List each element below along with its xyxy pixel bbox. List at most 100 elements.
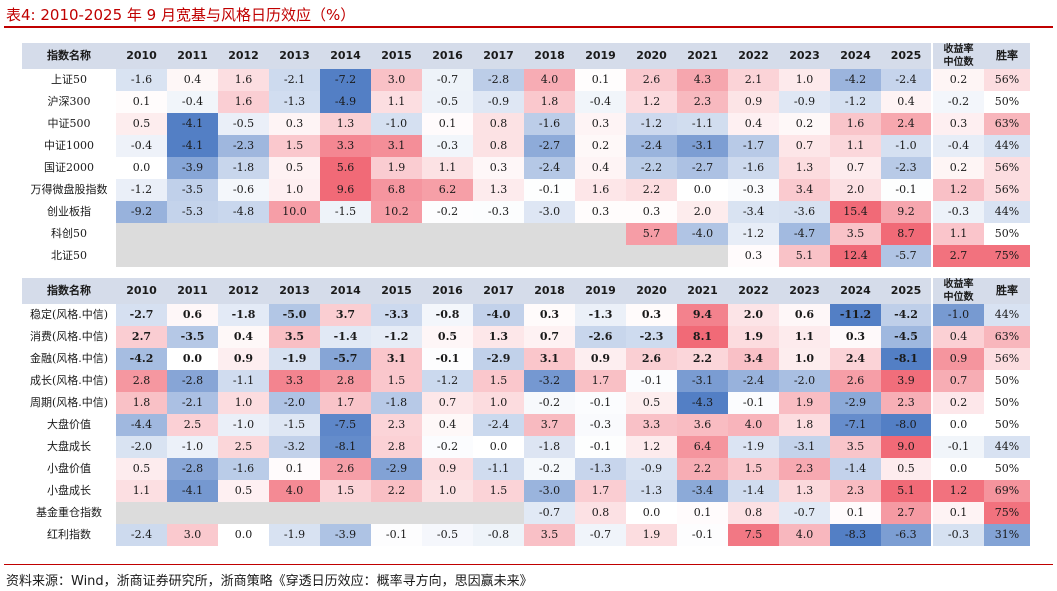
value-cell: -7.2 [320, 69, 371, 91]
value-cell: 1.9 [371, 157, 422, 179]
median-cell: 1.2 [931, 480, 984, 502]
value-cell [218, 245, 269, 267]
value-cell: 0.7 [830, 157, 881, 179]
row-name: 万得微盘股指数 [30, 183, 108, 196]
col-header-year: 2021 [677, 278, 728, 304]
table-row: 大盘价值 -4.4 2.5 -1.0 -1.5 -7.5 2.3 0.4 -2.4 3.7 -0.3… [22, 414, 1030, 436]
col-header-year: 2014 [320, 278, 371, 304]
value-cell: -0.7 [779, 502, 830, 524]
value-cell: 2.7 [116, 326, 167, 348]
value-cell [473, 245, 524, 267]
value-cell: -1.9 [269, 348, 320, 370]
broad-index-table: 指数名称 2010 2011 2012 2013 2014 2015 2016 2017 2018… [22, 43, 1030, 267]
table-row: 成长(风格.中信) 2.8 -2.8 -1.1 3.3 2.8 1.5 -1.2 1.5 -3.2… [22, 370, 1030, 392]
value-cell: 1.3 [779, 157, 830, 179]
value-cell: 2.3 [779, 458, 830, 480]
table-row: 周期(风格.中信) 1.8 -2.1 1.0 -2.0 1.7 -1.8 0.7 1.0 -0.2… [22, 392, 1030, 414]
value-cell: 0.4 [422, 414, 473, 436]
value-cell: 2.6 [320, 458, 371, 480]
table-row: 国证2000 0.0 -3.9 -1.8 0.5 5.6 1.9 1.1 0.3 -2.4 0.4-… [22, 157, 1030, 179]
value-cell: 0.7 [422, 392, 473, 414]
value-cell: 3.0 [167, 524, 218, 546]
value-cell: 0.4 [881, 91, 932, 113]
value-cell: -2.4 [524, 157, 575, 179]
col-header-win-rate: 胜率 [984, 278, 1030, 304]
value-cell: 3.4 [728, 348, 779, 370]
value-cell: 6.8 [371, 179, 422, 201]
value-cell: 2.8 [320, 370, 371, 392]
value-cell: -4.2 [830, 69, 881, 91]
row-name: 创业板指 [47, 205, 91, 218]
value-cell: -1.5 [269, 414, 320, 436]
median-cell: 0.1 [931, 502, 984, 524]
value-cell: 1.6 [575, 179, 626, 201]
value-cell: -0.2 [422, 201, 473, 223]
value-cell: -0.5 [218, 113, 269, 135]
median-cell: -0.4 [931, 135, 984, 157]
value-cell: 1.0 [218, 392, 269, 414]
value-cell [371, 502, 422, 524]
value-cell: -1.6 [524, 113, 575, 135]
value-cell: 2.2 [677, 458, 728, 480]
col-header-year: 2017 [473, 278, 524, 304]
row-name: 消费(风格.中信) [29, 330, 109, 343]
col-header-median-line: 收益率 [943, 44, 974, 55]
value-cell: 2.4 [881, 113, 932, 135]
value-cell: -1.0 [167, 436, 218, 458]
value-cell: -3.1 [677, 370, 728, 392]
value-cell: 1.3 [779, 480, 830, 502]
table-row: 科创50 5.7 -4.0 -1.2 -4.7 3.5 8.7 1.1 50% [22, 223, 1030, 245]
median-cell: 0.2 [931, 392, 984, 414]
value-cell: -1.8 [524, 436, 575, 458]
value-cell: -3.5 [167, 326, 218, 348]
value-cell: 2.5 [167, 414, 218, 436]
win-rate-cell: 75% [984, 502, 1030, 524]
value-cell: 2.0 [830, 179, 881, 201]
value-cell: 1.6 [218, 69, 269, 91]
value-cell: 1.3 [473, 179, 524, 201]
value-cell: -1.2 [728, 223, 779, 245]
value-cell: -2.9 [371, 458, 422, 480]
row-name: 红利指数 [47, 528, 91, 541]
value-cell: 0.1 [422, 113, 473, 135]
win-rate-cell: 50% [984, 223, 1030, 245]
value-cell: -2.8 [167, 370, 218, 392]
value-cell: -2.7 [116, 304, 167, 326]
col-header-year: 2018 [524, 278, 575, 304]
value-cell: 0.8 [575, 502, 626, 524]
col-header-name: 指数名称 [22, 43, 116, 69]
value-cell: 0.1 [575, 69, 626, 91]
value-cell: -0.1 [677, 524, 728, 546]
value-cell: 0.5 [626, 392, 677, 414]
value-cell: 1.1 [422, 157, 473, 179]
value-cell: -0.4 [575, 91, 626, 113]
value-cell: -1.1 [473, 458, 524, 480]
value-cell: 0.1 [116, 91, 167, 113]
value-cell: -0.1 [575, 392, 626, 414]
row-name: 基金重仓指数 [36, 506, 102, 519]
value-cell: 0.8 [728, 502, 779, 524]
row-name: 沪深300 [47, 95, 91, 108]
value-cell [269, 245, 320, 267]
value-cell: 1.8 [116, 392, 167, 414]
col-header-year: 2013 [269, 278, 320, 304]
value-cell: 0.0 [218, 524, 269, 546]
header-row: 指数名称 2010 2011 2012 2013 2014 2015 2016 2017 2018… [22, 43, 1030, 69]
win-rate-cell: 56% [984, 179, 1030, 201]
value-cell: 3.5 [524, 524, 575, 546]
value-cell [575, 223, 626, 245]
value-cell: -7.5 [320, 414, 371, 436]
value-cell: 3.5 [269, 326, 320, 348]
value-cell: -0.3 [422, 135, 473, 157]
value-cell: 0.0 [167, 348, 218, 370]
header-row: 指数名称 2010 2011 2012 2013 2014 2015 2016 2017 2018… [22, 278, 1030, 304]
value-cell: 0.8 [473, 135, 524, 157]
value-cell: 0.3 [626, 304, 677, 326]
value-cell: 0.5 [269, 157, 320, 179]
row-name: 上证50 [51, 73, 87, 86]
col-header-median: 收益率 中位数 [931, 278, 984, 304]
value-cell: -0.1 [626, 370, 677, 392]
value-cell: 2.6 [626, 69, 677, 91]
value-cell: -0.9 [779, 91, 830, 113]
value-cell: 1.0 [269, 179, 320, 201]
